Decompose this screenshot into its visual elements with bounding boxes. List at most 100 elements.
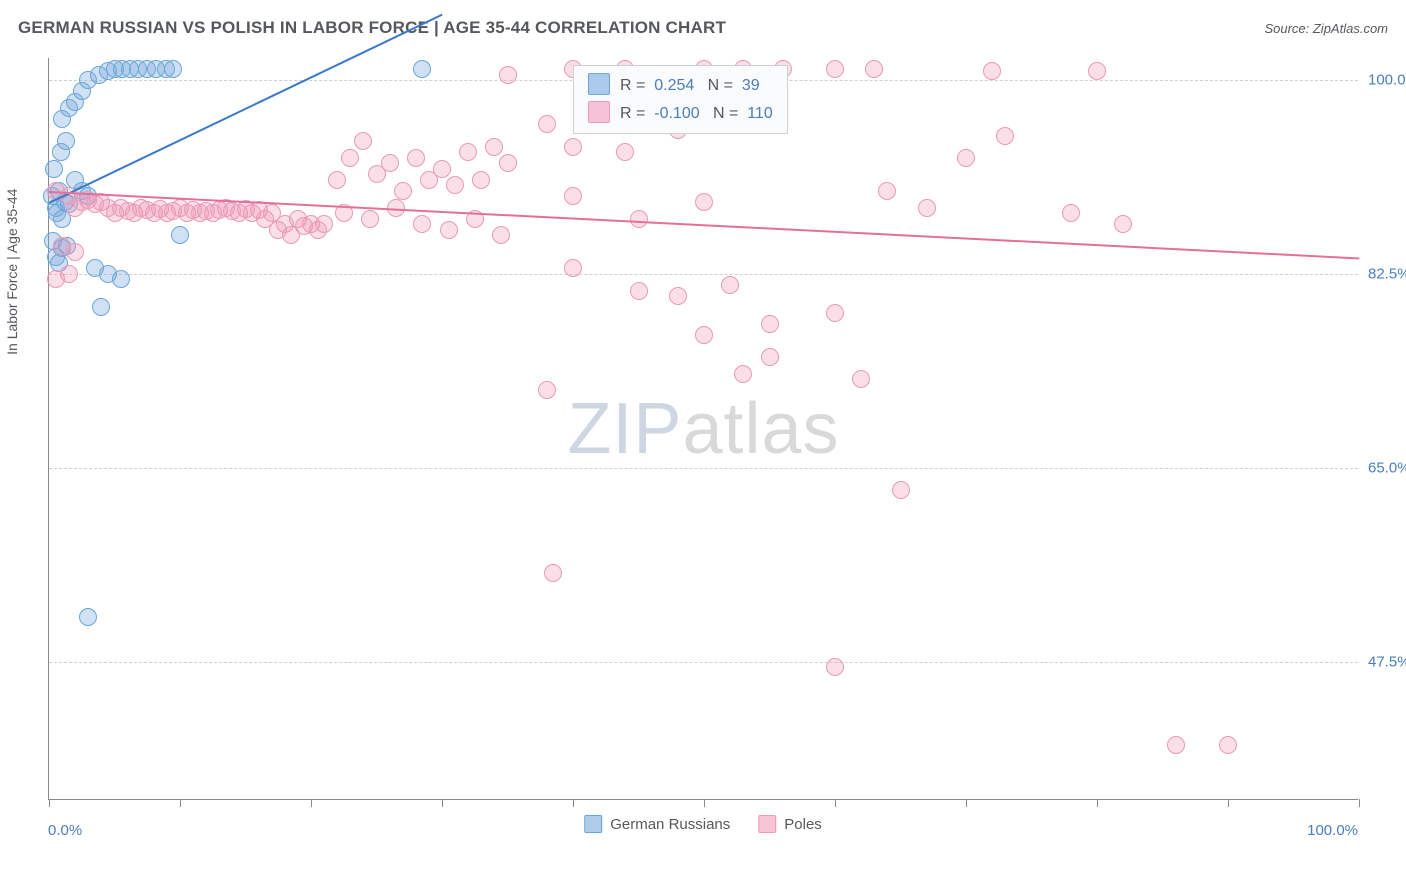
data-point: [79, 608, 97, 626]
x-tick: [311, 799, 312, 807]
data-point: [734, 365, 752, 383]
legend-r-value: 0.254: [654, 77, 694, 94]
data-point: [446, 176, 464, 194]
data-point: [492, 226, 510, 244]
legend-swatch-pink: [758, 815, 776, 833]
plot-area: ZIPatlas 100.0%82.5%65.0%47.5%R = 0.254 …: [48, 58, 1358, 800]
chart-title: GERMAN RUSSIAN VS POLISH IN LABOR FORCE …: [18, 18, 726, 38]
data-point: [433, 160, 451, 178]
data-point: [440, 221, 458, 239]
gridline-h: [49, 468, 1358, 469]
data-point: [499, 66, 517, 84]
x-tick: [573, 799, 574, 807]
data-point: [957, 149, 975, 167]
data-point: [564, 138, 582, 156]
data-point: [669, 287, 687, 305]
data-point: [852, 370, 870, 388]
data-point: [361, 210, 379, 228]
legend-n-value: 39: [742, 77, 760, 94]
data-point: [57, 132, 75, 150]
legend-n-value: 110: [747, 105, 773, 122]
x-tick: [835, 799, 836, 807]
data-point: [996, 127, 1014, 145]
legend-swatch-blue: [584, 815, 602, 833]
legend-n-label: N =: [708, 77, 738, 94]
data-point: [564, 187, 582, 205]
x-tick: [1097, 799, 1098, 807]
data-point: [485, 138, 503, 156]
data-point: [695, 193, 713, 211]
legend-correlation-row: R = 0.254 N = 39: [588, 72, 773, 99]
data-point: [761, 315, 779, 333]
data-point: [381, 154, 399, 172]
x-tick: [1228, 799, 1229, 807]
legend-r-label: R =: [620, 77, 650, 94]
data-point: [341, 149, 359, 167]
y-tick-label: 65.0%: [1368, 459, 1406, 476]
legend-correlation-row: R = -0.100 N = 110: [588, 100, 773, 127]
data-point: [164, 60, 182, 78]
data-point: [1114, 215, 1132, 233]
data-point: [1088, 62, 1106, 80]
data-point: [328, 171, 346, 189]
data-point: [112, 270, 130, 288]
data-point: [865, 60, 883, 78]
title-bar: GERMAN RUSSIAN VS POLISH IN LABOR FORCE …: [18, 18, 1388, 38]
data-point: [66, 243, 84, 261]
data-point: [878, 182, 896, 200]
data-point: [413, 215, 431, 233]
legend-n-label: N =: [713, 105, 743, 122]
data-point: [354, 132, 372, 150]
x-tick: [49, 799, 50, 807]
data-point: [60, 265, 78, 283]
legend-swatch: [588, 101, 610, 123]
legend-correlation: R = 0.254 N = 39R = -0.100 N = 110: [573, 65, 788, 133]
legend-r-label: R =: [620, 105, 650, 122]
y-tick-label: 47.5%: [1368, 653, 1406, 670]
x-tick: [966, 799, 967, 807]
gridline-h: [49, 662, 1358, 663]
data-point: [394, 182, 412, 200]
data-point: [45, 160, 63, 178]
data-point: [538, 115, 556, 133]
x-tick: [442, 799, 443, 807]
x-axis-min-label: 0.0%: [48, 822, 82, 839]
data-point: [1219, 736, 1237, 754]
watermark-atlas: atlas: [682, 389, 839, 469]
data-point: [544, 564, 562, 582]
data-point: [826, 60, 844, 78]
x-axis-max-label: 100.0%: [1307, 822, 1358, 839]
data-point: [472, 171, 490, 189]
legend-bottom: German Russians Poles: [584, 815, 822, 833]
data-point: [721, 276, 739, 294]
data-point: [826, 304, 844, 322]
data-point: [315, 215, 333, 233]
source-attribution: Source: ZipAtlas.com: [1264, 21, 1388, 36]
data-point: [92, 298, 110, 316]
data-point: [826, 658, 844, 676]
y-tick-label: 82.5%: [1368, 265, 1406, 282]
data-point: [918, 199, 936, 217]
data-point: [407, 149, 425, 167]
data-point: [1167, 736, 1185, 754]
legend-label: Poles: [784, 816, 822, 833]
data-point: [538, 381, 556, 399]
legend-label: German Russians: [610, 816, 730, 833]
data-point: [892, 481, 910, 499]
data-point: [695, 326, 713, 344]
legend-item-poles: Poles: [758, 815, 822, 833]
x-tick: [180, 799, 181, 807]
x-tick: [1359, 799, 1360, 807]
gridline-h: [49, 274, 1358, 275]
y-tick-label: 100.0%: [1368, 72, 1406, 89]
watermark-zip: ZIP: [567, 389, 682, 469]
data-point: [459, 143, 477, 161]
data-point: [761, 348, 779, 366]
x-tick: [704, 799, 705, 807]
data-point: [564, 259, 582, 277]
legend-swatch: [588, 73, 610, 95]
data-point: [630, 210, 648, 228]
data-point: [499, 154, 517, 172]
legend-r-value: -0.100: [654, 105, 699, 122]
data-point: [171, 226, 189, 244]
